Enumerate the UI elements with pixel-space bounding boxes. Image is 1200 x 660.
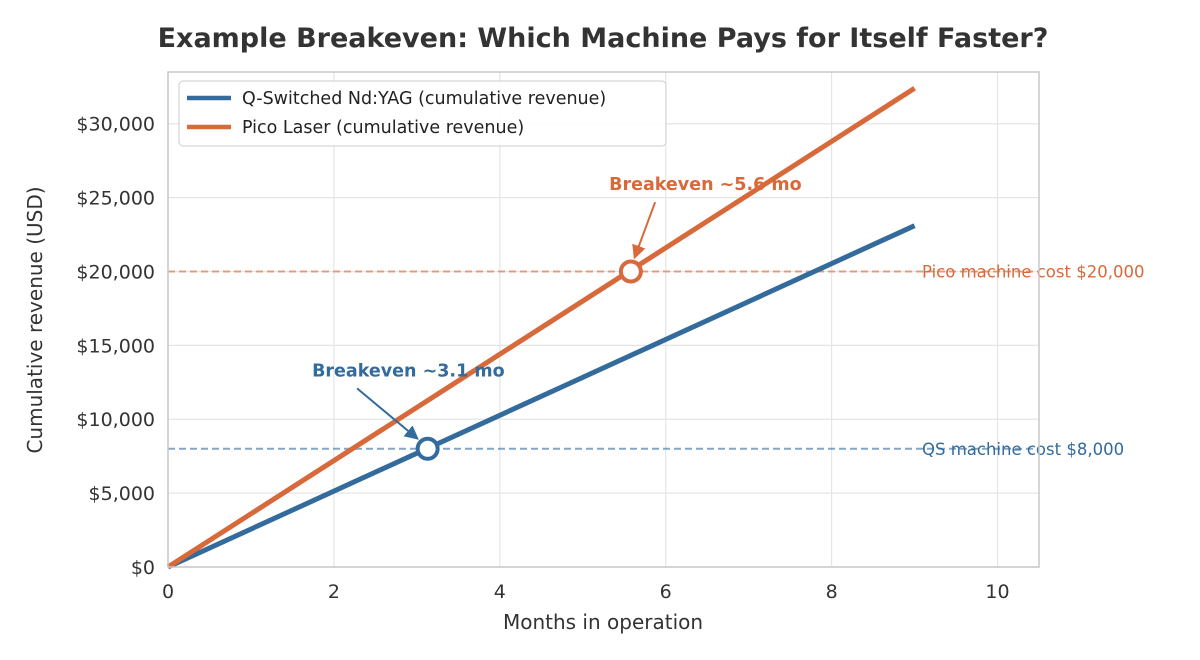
breakeven-marker [618, 259, 643, 284]
annotation-label: Breakeven ~3.1 mo [312, 361, 505, 381]
reference-lines: Pico machine cost $20,000 QS machine cost… [168, 262, 1144, 459]
legend-box [178, 80, 667, 147]
annotations: Breakeven ~5.6 mo Breakeven ~3.1 mo [312, 175, 802, 461]
y-tick-label: $10,000 [76, 409, 155, 431]
y-tick-label: $5,000 [89, 483, 155, 505]
x-tick-label: 6 [660, 581, 672, 603]
reference-line-label: QS machine cost $8,000 [922, 440, 1124, 459]
series-lines [166, 86, 916, 570]
y-tick-label: $30,000 [76, 114, 155, 136]
annotation-arrow [632, 201, 657, 260]
y-axis-ticks: $0 $5,000 $10,000 $15,000 $20,000 $25,000 $30,… [76, 114, 155, 579]
series-line [166, 223, 916, 570]
series-line [166, 86, 916, 570]
annotation-arrow [356, 387, 419, 440]
x-axis-label: Months in operation [503, 610, 703, 634]
x-axis-ticks: 0 2 4 6 8 10 [162, 581, 1010, 603]
x-tick-label: 4 [494, 581, 506, 603]
y-tick-label: $20,000 [76, 261, 155, 283]
x-tick-label: 8 [826, 581, 838, 603]
y-tick-label: $15,000 [76, 335, 155, 357]
annotation-label: Breakeven ~5.6 mo [609, 175, 802, 195]
reference-line-label: Pico machine cost $20,000 [922, 262, 1144, 281]
legend: Q-Switched Nd:YAG (cumulative revenue) P… [178, 80, 667, 147]
y-axis-label: Cumulative revenue (USD) [23, 186, 47, 453]
y-tick-label: $25,000 [76, 188, 155, 210]
x-tick-label: 10 [985, 581, 1009, 603]
legend-label-pico: Pico Laser (cumulative revenue) [242, 118, 524, 138]
x-tick-label: 0 [162, 581, 174, 603]
chart-title: Example Breakeven: Which Machine Pays fo… [158, 23, 1049, 54]
legend-label-qs: Q-Switched Nd:YAG (cumulative revenue) [242, 89, 606, 109]
y-tick-label: $0 [131, 557, 155, 579]
plot-frame [167, 71, 1040, 568]
x-tick-label: 2 [328, 581, 340, 603]
breakeven-marker [415, 436, 440, 461]
